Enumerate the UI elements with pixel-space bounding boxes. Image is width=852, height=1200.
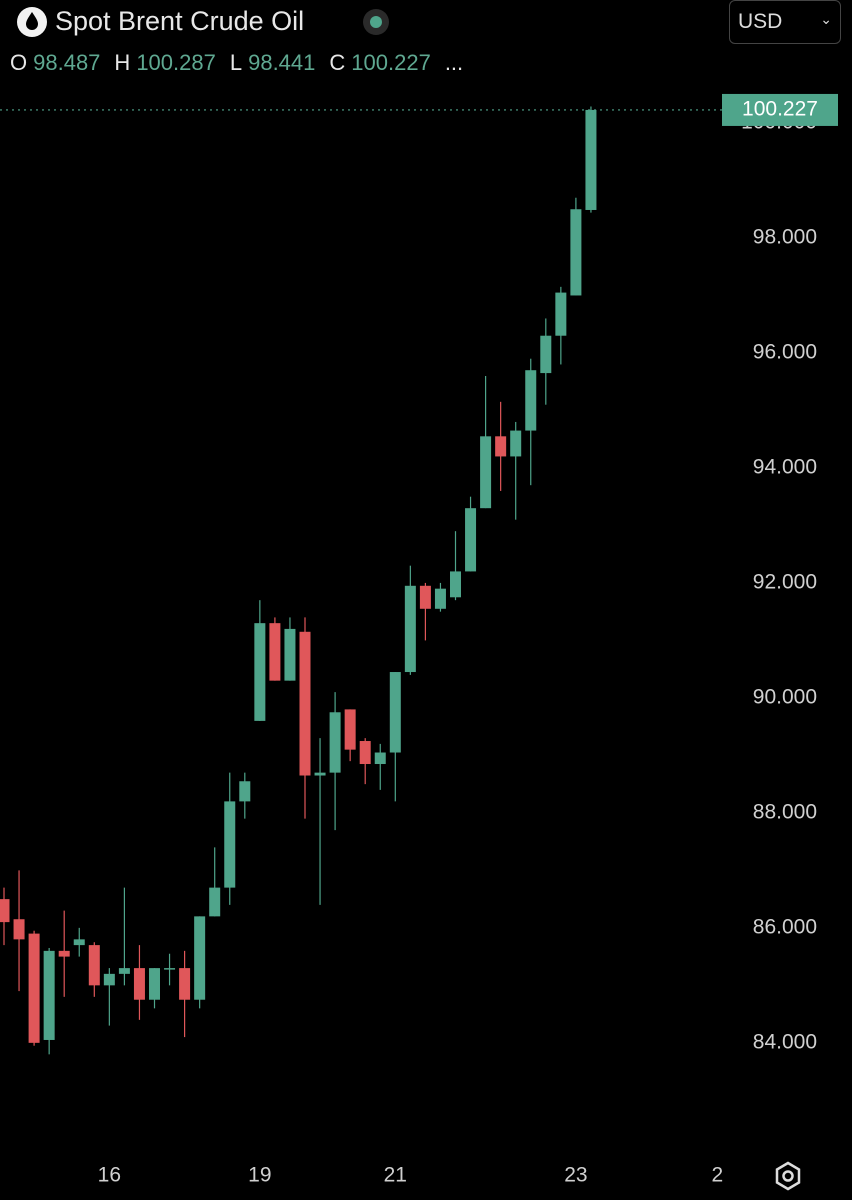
ohlc-letter: H	[114, 50, 131, 75]
candle-body	[359, 741, 371, 765]
ohlc-letter: O	[10, 50, 28, 75]
candle-body	[269, 623, 281, 681]
candle-body	[13, 919, 25, 940]
y-tick-label: 90.000	[753, 685, 817, 708]
candle-body	[374, 752, 386, 765]
y-tick-label: 94.000	[753, 455, 817, 478]
y-tick-label: 98.000	[753, 226, 817, 249]
candle-body	[179, 968, 191, 1000]
ohlc-value: 100.287	[136, 50, 216, 75]
candle-body	[164, 968, 176, 970]
candle-body	[555, 292, 567, 336]
candle-body	[0, 899, 10, 923]
currency: USD	[738, 10, 783, 33]
candle-body	[389, 672, 401, 753]
candle-body	[570, 209, 582, 296]
candle-body	[149, 968, 160, 1000]
candle-body	[299, 631, 311, 776]
ohlc-value: 100.227	[351, 50, 431, 75]
candle-body	[43, 950, 55, 1040]
ohlc-value: 98.441	[248, 50, 316, 75]
header: Spot Brent Crude Oil USD ⌄ O 98.487 H 100.2…	[0, 0, 852, 90]
candle-body	[585, 109, 597, 210]
symbol-title: Spot Brent Crude Oil	[55, 6, 305, 36]
x-tick-label: 16	[98, 1164, 121, 1187]
candle-body	[540, 335, 552, 374]
candle-body	[480, 436, 492, 509]
ohlc-legend: O 98.487 H 100.287 L 98.441 C 100.227 ...	[10, 50, 463, 76]
symbol-icon	[17, 7, 47, 37]
candle-body	[224, 801, 236, 888]
candle-body	[465, 508, 477, 572]
chart: 84.000 86.000 88.000 90.000 92.000 94.000 96.0…	[0, 93, 838, 1187]
candle-body	[284, 628, 296, 681]
settings-button[interactable]	[768, 1156, 808, 1196]
candle-body	[118, 968, 130, 974]
candle-body	[239, 781, 251, 802]
candle-body	[209, 887, 221, 917]
candle-body	[510, 430, 522, 457]
ohlc-letter: L	[229, 50, 243, 75]
ohlc-value: 98.487	[33, 50, 101, 75]
candle-body	[419, 585, 431, 609]
status-dot	[363, 9, 389, 35]
candle-body	[344, 709, 356, 750]
last-price-tag	[722, 93, 838, 126]
candle-body	[314, 772, 326, 776]
last-price-label: 100.227	[742, 97, 818, 120]
x-tick-label: 19	[248, 1164, 271, 1187]
more-button[interactable]: ...	[444, 50, 464, 75]
candle-body	[450, 571, 461, 598]
ohlc-letter: C	[329, 50, 346, 75]
candle-body	[404, 585, 416, 673]
candle-body	[103, 973, 115, 986]
y-tick-label: 86.000	[753, 915, 817, 938]
candle-body	[525, 370, 537, 431]
x-tick-label: 21	[384, 1164, 407, 1187]
y-tick-label: 88.000	[753, 800, 817, 823]
candle-body	[58, 950, 70, 957]
candle-body	[88, 945, 100, 986]
candle-body	[133, 968, 145, 1000]
candle-body	[254, 623, 266, 721]
currency-select[interactable]: USD ⌄	[729, 0, 841, 44]
candle-body	[28, 933, 40, 1043]
candle-body	[194, 916, 206, 1000]
x-tick-label: 23	[564, 1164, 587, 1187]
candle-body	[329, 712, 341, 773]
candle-body	[495, 436, 507, 457]
x-tick-label: 2	[712, 1164, 724, 1187]
y-tick-label: 96.000	[753, 341, 817, 364]
candle-body	[434, 588, 446, 609]
y-tick-label: 92.000	[753, 570, 817, 593]
candle-body	[73, 939, 85, 946]
y-tick-label: 84.000	[753, 1030, 817, 1053]
